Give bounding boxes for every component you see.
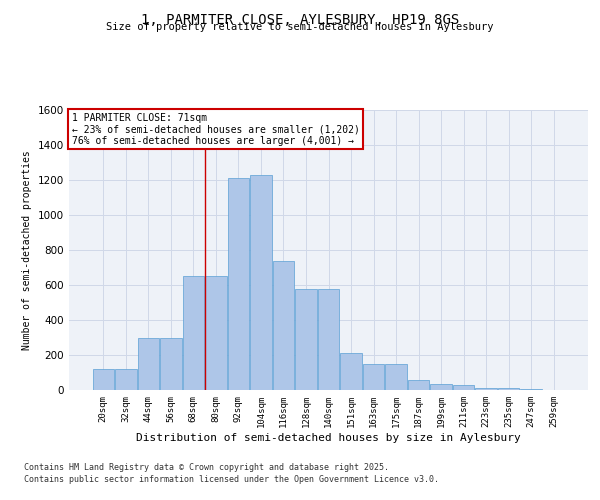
Bar [363,364,384,390]
Bar [385,364,407,390]
Text: Size of property relative to semi-detached houses in Aylesbury: Size of property relative to semi-detach… [106,22,494,32]
Bar [498,388,520,390]
Text: 1 PARMITER CLOSE: 71sqm
← 23% of semi-detached houses are smaller (1,202)
76% of: 1 PARMITER CLOSE: 71sqm ← 23% of semi-de… [71,113,359,146]
Bar [137,338,159,390]
Bar [453,385,475,390]
Bar [250,175,272,390]
Bar [295,288,317,390]
Y-axis label: Number of semi-detached properties: Number of semi-detached properties [22,150,32,350]
Bar [408,380,429,390]
Bar [273,260,294,390]
Text: 1, PARMITER CLOSE, AYLESBURY, HP19 8GS: 1, PARMITER CLOSE, AYLESBURY, HP19 8GS [141,12,459,26]
Text: Contains HM Land Registry data © Crown copyright and database right 2025.: Contains HM Land Registry data © Crown c… [24,464,389,472]
Text: Contains public sector information licensed under the Open Government Licence v3: Contains public sector information licen… [24,474,439,484]
Bar [340,353,362,390]
Bar [182,276,204,390]
Bar [115,369,137,390]
Bar [520,389,542,390]
Bar [160,338,182,390]
X-axis label: Distribution of semi-detached houses by size in Aylesbury: Distribution of semi-detached houses by … [136,432,521,442]
Bar [205,276,227,390]
Bar [318,288,339,390]
Bar [228,178,249,390]
Bar [92,369,114,390]
Bar [475,388,497,390]
Bar [430,384,452,390]
